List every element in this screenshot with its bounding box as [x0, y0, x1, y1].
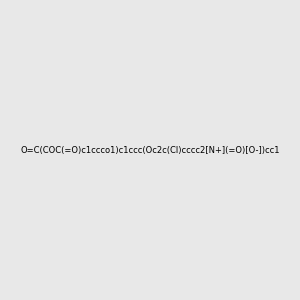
Text: O=C(COC(=O)c1ccco1)c1ccc(Oc2c(Cl)cccc2[N+](=O)[O-])cc1: O=C(COC(=O)c1ccco1)c1ccc(Oc2c(Cl)cccc2[N…	[20, 146, 280, 154]
